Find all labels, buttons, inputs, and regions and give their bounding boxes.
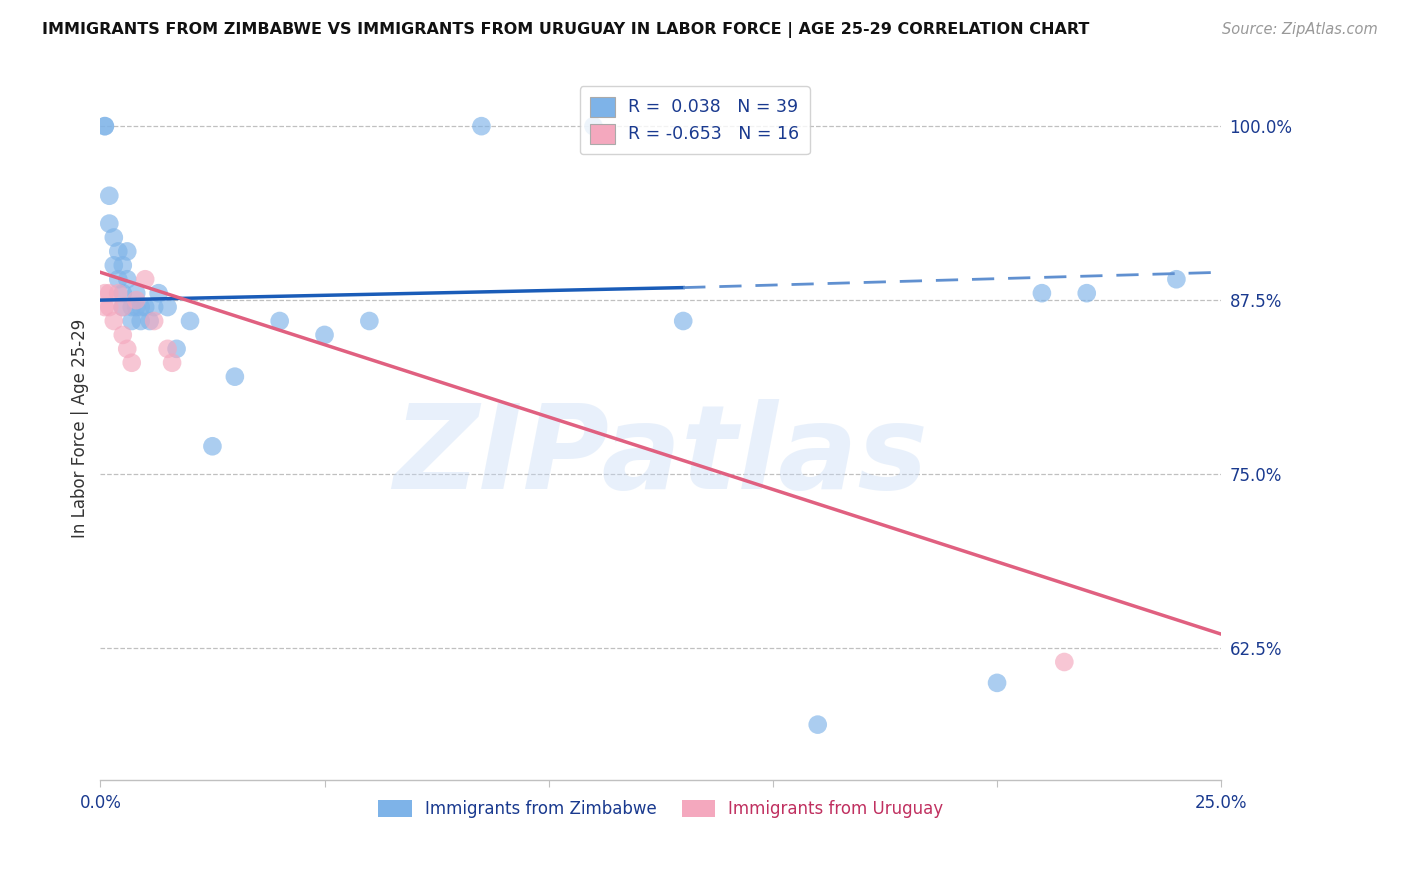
- Point: [269, 314, 291, 328]
- Point: [117, 272, 139, 286]
- Point: [94, 300, 117, 314]
- Point: [134, 272, 156, 286]
- Point: [117, 342, 139, 356]
- Point: [582, 119, 605, 133]
- Point: [107, 244, 129, 259]
- Point: [103, 230, 125, 244]
- Point: [134, 300, 156, 314]
- Point: [1053, 655, 1076, 669]
- Point: [98, 286, 121, 301]
- Point: [1166, 272, 1188, 286]
- Point: [201, 439, 224, 453]
- Point: [125, 300, 148, 314]
- Point: [94, 119, 117, 133]
- Point: [143, 300, 166, 314]
- Point: [224, 369, 246, 384]
- Point: [470, 119, 492, 133]
- Point: [117, 244, 139, 259]
- Text: IMMIGRANTS FROM ZIMBABWE VS IMMIGRANTS FROM URUGUAY IN LABOR FORCE | AGE 25-29 C: IMMIGRANTS FROM ZIMBABWE VS IMMIGRANTS F…: [42, 22, 1090, 38]
- Point: [111, 300, 134, 314]
- Point: [111, 300, 134, 314]
- Point: [138, 314, 160, 328]
- Point: [156, 342, 179, 356]
- Text: Source: ZipAtlas.com: Source: ZipAtlas.com: [1222, 22, 1378, 37]
- Point: [359, 314, 381, 328]
- Point: [121, 356, 143, 370]
- Point: [986, 676, 1008, 690]
- Point: [156, 300, 179, 314]
- Point: [672, 314, 695, 328]
- Point: [98, 188, 121, 202]
- Point: [179, 314, 201, 328]
- Point: [111, 327, 134, 342]
- Point: [129, 314, 152, 328]
- Legend: Immigrants from Zimbabwe, Immigrants from Uruguay: Immigrants from Zimbabwe, Immigrants fro…: [371, 793, 950, 825]
- Point: [129, 300, 152, 314]
- Point: [98, 217, 121, 231]
- Point: [121, 314, 143, 328]
- Point: [1076, 286, 1098, 301]
- Point: [111, 286, 134, 301]
- Point: [121, 300, 143, 314]
- Point: [103, 314, 125, 328]
- Point: [107, 286, 129, 301]
- Y-axis label: In Labor Force | Age 25-29: In Labor Force | Age 25-29: [72, 319, 89, 539]
- Text: ZIPatlas: ZIPatlas: [394, 400, 928, 515]
- Point: [143, 314, 166, 328]
- Point: [807, 717, 830, 731]
- Point: [160, 356, 183, 370]
- Point: [125, 293, 148, 307]
- Point: [103, 258, 125, 272]
- Point: [94, 119, 117, 133]
- Point: [1031, 286, 1053, 301]
- Point: [148, 286, 170, 301]
- Point: [94, 286, 117, 301]
- Point: [111, 258, 134, 272]
- Point: [314, 327, 336, 342]
- Point: [107, 272, 129, 286]
- Point: [166, 342, 188, 356]
- Point: [98, 300, 121, 314]
- Point: [125, 286, 148, 301]
